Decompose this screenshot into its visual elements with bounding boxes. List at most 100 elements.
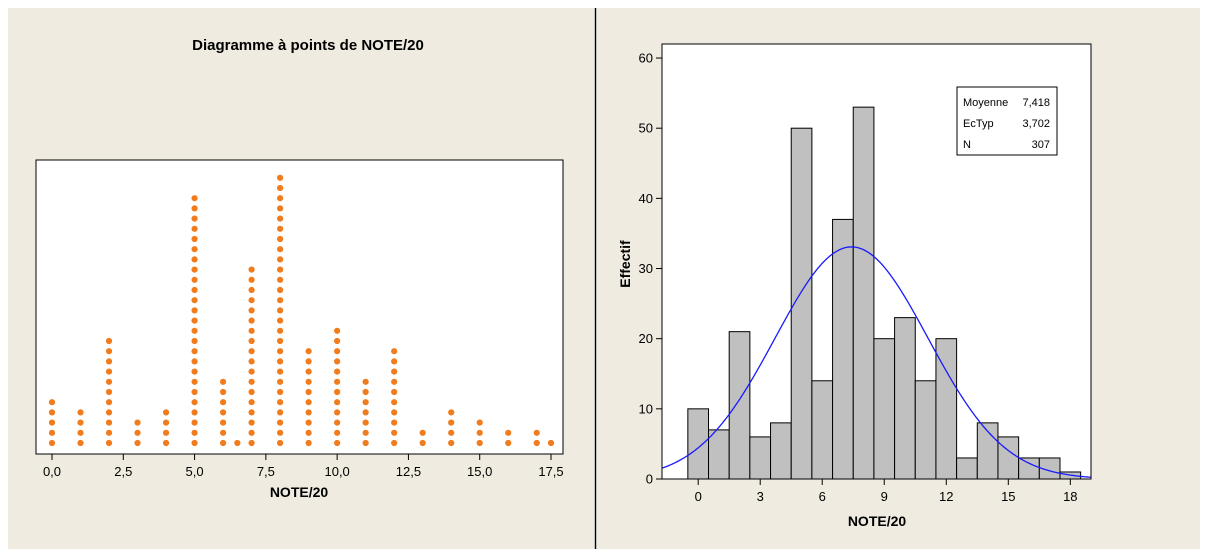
dot-4-0 bbox=[162, 439, 170, 447]
dot-11-7 bbox=[334, 368, 341, 375]
dot-3-1 bbox=[134, 429, 141, 436]
dot-5-9 bbox=[191, 348, 198, 355]
dot-9-8 bbox=[277, 358, 284, 365]
dot-13-9 bbox=[391, 348, 398, 355]
dot-8-8 bbox=[248, 358, 255, 365]
stat-sd-value: 3,702 bbox=[1022, 118, 1050, 130]
dot-6-6 bbox=[219, 378, 227, 385]
dot-9-9 bbox=[277, 348, 284, 355]
hist-bar-16 bbox=[1018, 457, 1040, 480]
dot-6-1 bbox=[219, 429, 227, 436]
hist-ytick-label-0: 0 bbox=[646, 472, 653, 487]
dot-9-16 bbox=[277, 276, 284, 283]
dot-8-5 bbox=[248, 388, 255, 396]
dot-9-23 bbox=[277, 205, 284, 212]
dot-10-5 bbox=[305, 388, 312, 396]
dot-2-2 bbox=[105, 419, 113, 426]
dot-13-2 bbox=[391, 419, 398, 426]
dot-9-17 bbox=[277, 266, 284, 273]
dot-9-1 bbox=[277, 429, 284, 436]
hist-xtick-label-0: 0 bbox=[695, 489, 702, 504]
dot-17-1 bbox=[505, 429, 512, 436]
dot-8-0 bbox=[248, 439, 255, 447]
hist-bar-0 bbox=[687, 408, 710, 480]
dot-8-12 bbox=[248, 317, 255, 324]
dot-2-7 bbox=[105, 368, 113, 375]
dot-2-5 bbox=[105, 388, 113, 396]
dot-2-6 bbox=[105, 378, 113, 385]
dot-8-15 bbox=[248, 286, 255, 294]
dot-8-1 bbox=[248, 429, 255, 436]
dot-11-4 bbox=[334, 399, 341, 406]
dot-18-1 bbox=[533, 429, 540, 436]
stats-legend: Moyenne 7,418 EcTyp 3,702 N 307 bbox=[956, 86, 1058, 156]
dot-11-11 bbox=[334, 327, 341, 334]
dot-8-9 bbox=[248, 348, 255, 355]
dot-11-1 bbox=[334, 429, 341, 436]
dot-9-11 bbox=[277, 327, 284, 334]
hist-bar-1 bbox=[708, 429, 730, 480]
dot-10-8 bbox=[305, 358, 312, 365]
dotplot-plot-area bbox=[35, 159, 564, 455]
dot-13-4 bbox=[391, 399, 398, 406]
dot-16-1 bbox=[476, 429, 483, 436]
dot-9-14 bbox=[277, 297, 284, 304]
dot-1-2 bbox=[77, 419, 84, 426]
dot-1-1 bbox=[77, 429, 84, 436]
dot-1-0 bbox=[77, 439, 84, 447]
hist-xtick-label-5: 15 bbox=[1001, 489, 1015, 504]
dot-2-8 bbox=[105, 358, 113, 365]
hist-ytick-label-4: 40 bbox=[639, 191, 653, 206]
dot-6-0 bbox=[219, 439, 227, 447]
dot-5-24 bbox=[191, 195, 198, 202]
dot-8-10 bbox=[248, 337, 255, 345]
dot-9-2 bbox=[277, 419, 284, 426]
dot-2-0 bbox=[105, 439, 113, 447]
dot-0-2 bbox=[48, 419, 56, 426]
dot-6-3 bbox=[219, 409, 227, 416]
dot-9-6 bbox=[277, 378, 284, 385]
hist-bar-6 bbox=[811, 380, 834, 480]
dot-5-18 bbox=[191, 256, 198, 263]
dot-6-2 bbox=[219, 419, 227, 426]
dotplot-xtick-label-0: 0,0 bbox=[43, 464, 61, 479]
hist-bar-13 bbox=[956, 457, 978, 480]
stat-mean-label: Moyenne bbox=[963, 97, 1008, 109]
dot-5-0 bbox=[191, 439, 198, 447]
stat-sd-label: EcTyp bbox=[963, 118, 994, 130]
dot-2-1 bbox=[105, 429, 113, 436]
dot-15-3 bbox=[448, 409, 455, 416]
dot-5-20 bbox=[191, 235, 198, 243]
dot-5-23 bbox=[191, 205, 198, 212]
dot-11-5 bbox=[334, 388, 341, 396]
hist-bar-3 bbox=[749, 436, 772, 480]
dot-8-11 bbox=[248, 327, 255, 334]
dot-12-2 bbox=[362, 419, 369, 426]
dot-17-0 bbox=[505, 439, 512, 447]
hist-ytick-label-2: 20 bbox=[639, 331, 653, 346]
dot-13-5 bbox=[391, 388, 398, 396]
dot-9-15 bbox=[277, 286, 284, 294]
dot-2-9 bbox=[105, 348, 113, 355]
dot-9-13 bbox=[277, 307, 284, 314]
dot-9-25 bbox=[277, 184, 284, 192]
dot-9-5 bbox=[277, 388, 284, 396]
dot-11-9 bbox=[334, 348, 341, 355]
dotplot-marks bbox=[48, 174, 555, 447]
hist-ytick-label-5: 50 bbox=[639, 121, 653, 136]
dotplot-xtick-label-1: 2,5 bbox=[114, 464, 132, 479]
dot-10-9 bbox=[305, 348, 312, 355]
dot-12-6 bbox=[362, 378, 369, 385]
hist-ytick-label-6: 60 bbox=[639, 51, 653, 66]
dot-6-5 bbox=[219, 388, 227, 396]
dot-5-19 bbox=[191, 246, 198, 253]
hist-bar-12 bbox=[935, 338, 958, 480]
dot-9-4 bbox=[277, 399, 284, 406]
dot-2-10 bbox=[105, 337, 113, 345]
dot-10-4 bbox=[305, 399, 312, 406]
dot-8-6 bbox=[248, 378, 255, 385]
dot-1-3 bbox=[77, 409, 84, 416]
hist-bar-10 bbox=[894, 317, 916, 480]
